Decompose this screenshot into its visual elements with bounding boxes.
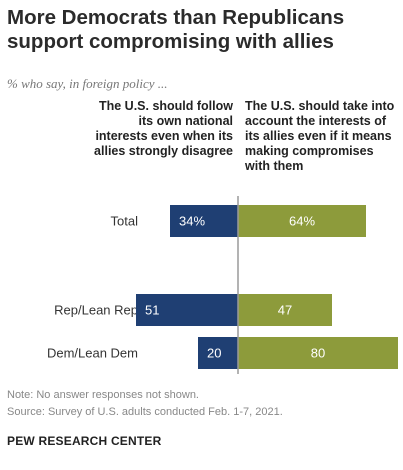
bar-left-label-rep-lean-rep: 51 [145,303,159,318]
category-label-dem-lean-dem: Dem/Lean Dem [47,346,138,361]
right-series-header: The U.S. should take into account the in… [245,99,395,173]
bar-right-rep-lean-rep [238,294,332,326]
bar-left-dem-lean-dem [198,337,238,369]
bar-right-label-total: 64% [289,214,315,229]
category-label-rep-lean-rep: Rep/Lean Rep [54,303,138,318]
bar-left-total [170,205,238,237]
bar-right-label-rep-lean-rep: 47 [278,303,292,318]
bar-right-total [238,205,366,237]
bar-left-label-dem-lean-dem: 20 [207,346,221,361]
bar-right-label-dem-lean-dem: 80 [311,346,325,361]
source-note: Source: Survey of U.S. adults conducted … [7,406,283,418]
category-label-total: Total [111,214,139,229]
bar-right-dem-lean-dem [238,337,398,369]
chart-subtitle: % who say, in foreign policy ... [7,76,168,91]
bar-left-label-total: 34% [179,214,205,229]
footnote: Note: No answer responses not shown. [7,389,199,401]
organization-label: PEW RESEARCH CENTER [7,434,162,448]
left-series-header: The U.S. should follow its own national … [94,99,233,158]
bar-left-rep-lean-rep [136,294,238,326]
chart-title: More Democrats than Republicans support … [7,6,345,53]
